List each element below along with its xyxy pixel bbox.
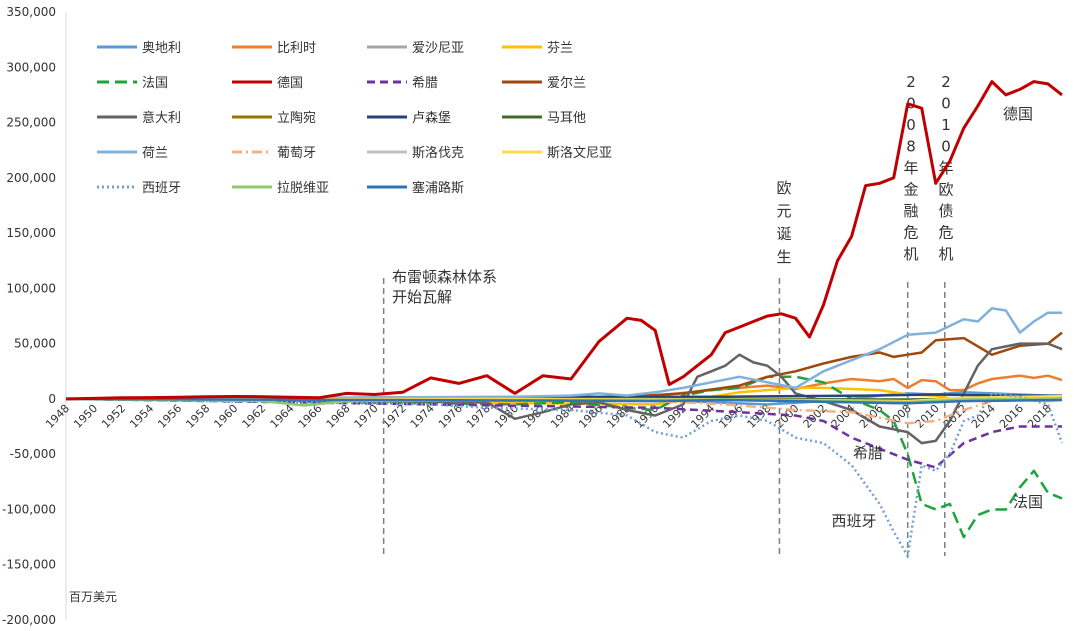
legend-label: 立陶宛 [277,110,316,126]
series-label: 西班牙 [831,512,876,530]
y-tick-label: 250,000 [6,116,56,130]
y-tick-label: 0 [48,392,56,406]
x-tick-label: 1964 [268,402,297,431]
legend-label: 希腊 [412,76,438,91]
x-tick-label: 1952 [99,402,128,431]
x-tick-label: 2010 [913,402,942,431]
series-label: 希腊 [853,444,883,462]
series-line [65,80,1063,401]
event-label-line: 8 [906,138,916,156]
legend-label: 荷兰 [142,146,168,161]
series-line [65,397,1063,405]
legend-label: 爱尔兰 [547,76,586,91]
y-tick-label: -200,000 [2,613,56,627]
legend-label: 意大利 [142,110,181,126]
x-tick-label: 1950 [71,402,100,431]
x-tick-label: 1962 [240,402,269,431]
series-line [65,397,1062,469]
y-tick-label: 100,000 [6,281,56,295]
y-tick-label: -50,000 [10,447,56,461]
event-label-line: 欧 [776,179,791,197]
event-label-line: 1 [941,116,951,134]
x-tick-label: 1968 [324,402,353,431]
x-tick-label: 1976 [436,402,465,431]
series-line [65,375,1063,539]
y-tick-labels: 350,000 300,000 250,000 200,000 150,000 100,0… [2,5,56,627]
series-lines [65,80,1064,558]
legend-label: 爱沙尼亚 [412,41,464,56]
y-tick-label: -150,000 [2,558,56,572]
series-line [65,342,1063,445]
event-label-line: 债 [938,202,953,220]
legend-label: 斯洛文尼亚 [547,146,612,161]
series-label: 德国 [1003,105,1033,123]
legend-label: 塞浦路斯 [412,180,464,196]
event-label-line: 0 [941,138,951,156]
x-tick-label: 1958 [183,402,212,431]
event-label-line: 欧 [938,181,953,199]
legend-label: 德国 [277,76,303,91]
event-label-line: 机 [938,245,953,263]
y-tick-label: 50,000 [14,337,56,351]
x-tick-label: 1970 [352,402,381,431]
x-tick-label: 1948 [43,402,72,431]
event-label-line: 融 [903,202,918,220]
legend-label: 拉脱维亚 [277,181,329,196]
series-line [65,392,1064,558]
series-line [65,307,1062,401]
legend-label: 比利时 [277,41,316,56]
event-label-line: 元 [776,202,791,220]
legend-label: 斯洛伐克 [412,146,464,161]
event-label-line: 金 [903,181,918,199]
x-tick-label: 1954 [127,402,156,431]
legend-label: 法国 [142,76,168,91]
unit-label: 百万美元 [69,590,117,604]
event-label-line: 0 [941,95,951,113]
legend-label: 奥地利 [142,41,181,56]
event-label-line: 危 [938,224,953,242]
event-label-line: 开始瓦解 [392,288,452,306]
y-tick-label: -100,000 [2,502,56,516]
x-tick-label: 1990 [632,402,661,431]
legend-label: 马耳他 [547,111,586,126]
x-tick-label: 2002 [801,402,830,431]
x-tick-label: 1956 [155,402,184,431]
x-tick-label: 1960 [211,402,240,431]
event-label-line: 诞 [776,225,791,243]
y-tick-label: 300,000 [6,60,56,74]
x-tick-label: 1974 [408,402,437,431]
series-label: 法国 [1013,493,1043,511]
series-line [65,331,1063,401]
legend-label: 葡萄牙 [277,146,316,161]
event-label-line: 生 [776,248,791,266]
legend-label: 卢森堡 [412,110,451,126]
event-label-line: 0 [906,116,916,134]
event-label-line: 危 [903,224,918,242]
y-tick-label: 150,000 [6,226,56,240]
y-tick-label: 200,000 [6,171,56,185]
event-label-line: 机 [903,245,918,263]
x-tick-label: 1972 [380,402,409,431]
y-tick-label: 350,000 [6,5,56,19]
event-label-line: 年 [903,159,918,177]
legend-label: 芬兰 [547,41,573,56]
event-label-line: 布雷顿森林体系 [392,268,497,286]
legend-label: 西班牙 [142,181,181,196]
event-label-line: 2 [941,73,951,91]
event-label-line: 2 [906,73,916,91]
